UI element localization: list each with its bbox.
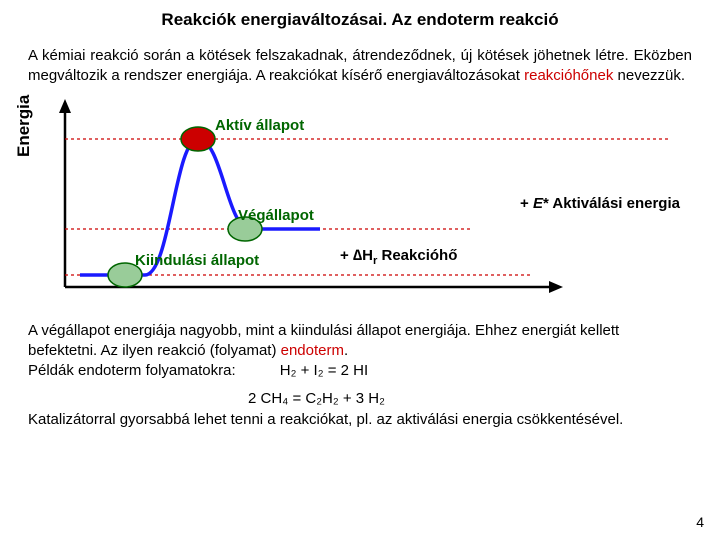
page-number: 4 — [696, 514, 704, 530]
formula-2: 2 CH₄ = C₂H₂ + 3 H₂ — [248, 389, 692, 409]
activation-energy-label: + E* Aktiválási energia — [520, 195, 680, 212]
initial-state-label: Kiindulási állapot — [135, 252, 259, 269]
bottom-paragraph: A végállapot energiája nagyobb, mint a k… — [28, 321, 692, 430]
intro-highlight: reakcióhőnek — [524, 67, 613, 84]
energy-diagram: Energia Aktív állapot — [20, 97, 700, 317]
formula-1: H₂ + I₂ = 2 HI — [280, 361, 368, 381]
bottom-line1b: . — [344, 342, 348, 359]
intro-paragraph: A kémiai reakció során a kötések felszak… — [28, 46, 692, 87]
final-state-label: Végállapot — [238, 207, 314, 224]
reaction-heat-label: + ∆Hr Reakcióhő — [340, 247, 457, 267]
y-axis-label: Energia — [14, 94, 34, 156]
bottom-line2: Példák endoterm folyamatokra: — [28, 362, 236, 379]
bottom-endoterm: endoterm — [281, 342, 344, 359]
activation-energy-text: Aktiválási energia — [552, 195, 680, 212]
intro-part2: nevezzük. — [613, 67, 685, 84]
slide-title: Reakciók energiaváltozásai. Az endoterm … — [0, 0, 720, 30]
activated-state-label: Aktív állapot — [215, 117, 304, 134]
bottom-line3: Katalizátorral gyorsabbá lehet tenni a r… — [28, 411, 623, 428]
